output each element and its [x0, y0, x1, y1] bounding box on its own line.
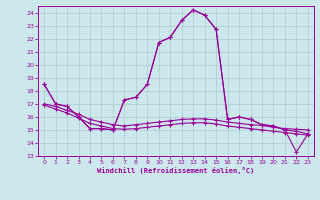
X-axis label: Windchill (Refroidissement éolien,°C): Windchill (Refroidissement éolien,°C) — [97, 167, 255, 174]
